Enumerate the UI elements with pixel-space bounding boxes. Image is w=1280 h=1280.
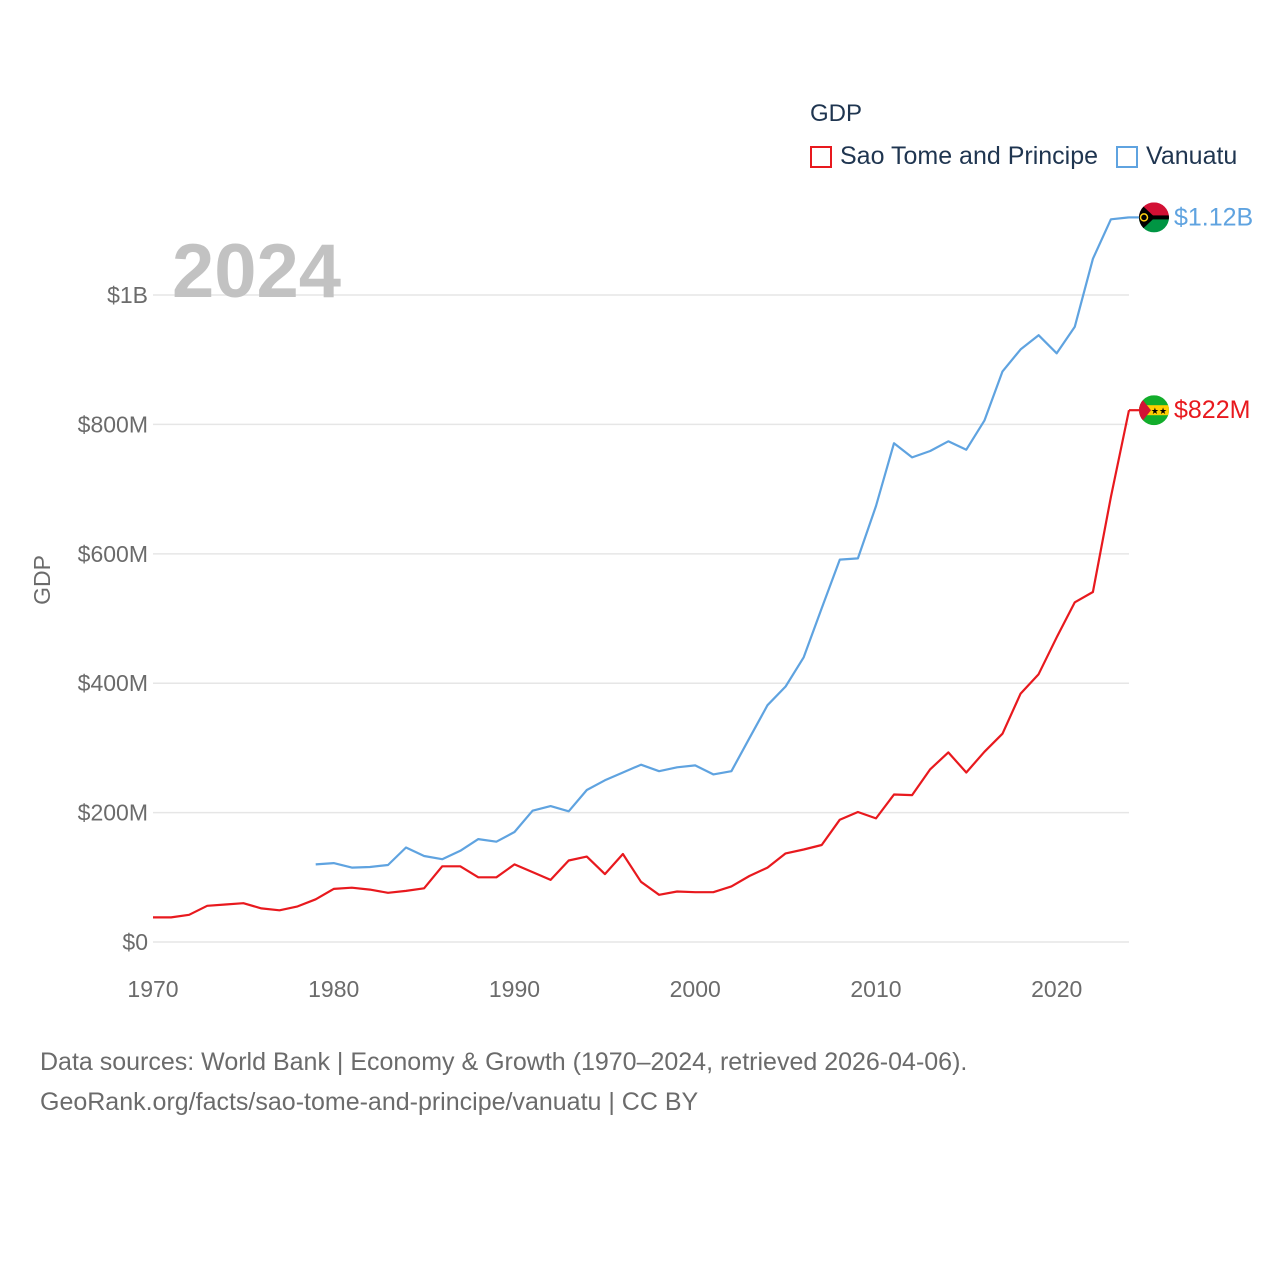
year-label: 2024 [172, 229, 342, 314]
series-line-sao-tome-and-principe[interactable] [153, 409, 1131, 919]
end-value-label-sao-tome-and-principe: $822M [1174, 396, 1250, 424]
sao-tome-flag-icon: ★★ [1139, 395, 1169, 426]
y-tick-label: $400M [78, 670, 148, 696]
y-tick-label: $0 [122, 929, 148, 955]
y-axis-title: GDP [29, 555, 55, 605]
legend-swatch-vanuatu [1116, 145, 1139, 168]
legend-item-vanuatu[interactable]: Vanuatu [1116, 142, 1237, 171]
vanuatu-flag-icon [1139, 202, 1169, 233]
series-lines [153, 216, 1131, 919]
footer-sources: Data sources: World Bank | Economy & Gro… [40, 1048, 968, 1076]
series-line-vanuatu[interactable] [315, 216, 1130, 869]
footer-credits: Data sources: World Bank | Economy & Gro… [40, 1042, 967, 1122]
legend: GDP Sao Tome and Principe Vanuatu [810, 100, 1255, 171]
legend-label-vanuatu: Vanuatu [1146, 142, 1238, 170]
x-tick-label: 1980 [308, 976, 359, 1002]
y-tick-label: $800M [78, 411, 148, 437]
svg-text:★★: ★★ [1151, 406, 1167, 416]
gridlines [153, 294, 1129, 943]
legend-label-sao-tome: Sao Tome and Principe [840, 142, 1099, 170]
y-tick-label: $1B [107, 282, 148, 308]
y-tick-label: $600M [78, 541, 148, 567]
x-tick-label: 1970 [127, 976, 178, 1002]
legend-title: GDP [810, 100, 863, 127]
end-value-label-vanuatu: $1.12B [1174, 203, 1253, 231]
legend-item-sao-tome[interactable]: Sao Tome and Principe [810, 142, 1098, 171]
x-tick-label: 2010 [850, 976, 901, 1002]
x-axis-ticks: 1970 1980 1990 2000 2010 2020 [127, 976, 1082, 1002]
y-tick-label: $200M [78, 800, 148, 826]
x-tick-label: 1990 [489, 976, 540, 1002]
footer-link[interactable]: GeoRank.org/facts/sao-tome-and-principe/… [40, 1088, 699, 1116]
series-end-labels: ★★ $822M $1.12B [1129, 202, 1253, 426]
x-tick-label: 2000 [670, 976, 721, 1002]
x-tick-label: 2020 [1031, 976, 1082, 1002]
y-axis-ticks: $0 $200M $400M $600M $800M $1B [78, 282, 148, 955]
legend-swatch-sao-tome [810, 145, 832, 168]
